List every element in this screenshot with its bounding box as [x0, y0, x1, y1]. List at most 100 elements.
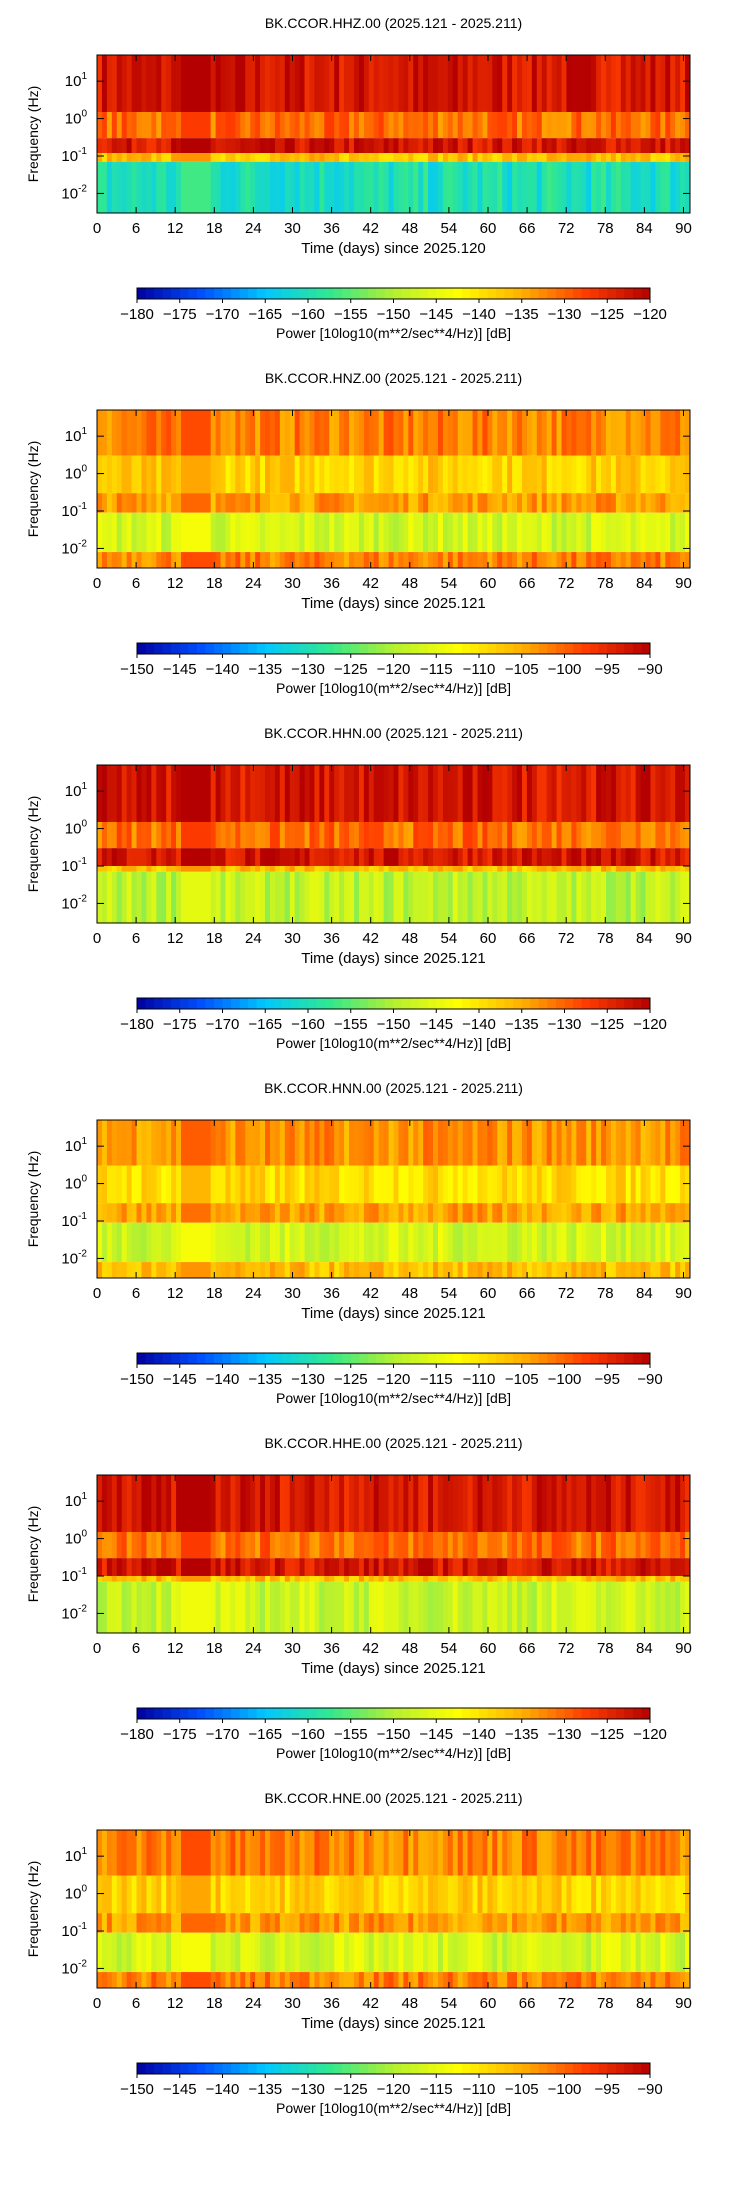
heatmap-cell	[393, 153, 399, 162]
heatmap-cell	[156, 1913, 162, 1933]
heatmap-cell	[274, 1558, 281, 1577]
heatmap-cell	[185, 866, 192, 872]
heatmap-cell	[442, 1475, 449, 1532]
heatmap-cell	[358, 512, 365, 553]
heatmap-cell	[329, 161, 335, 213]
heatmap-cell	[388, 1262, 394, 1278]
heatmap-cell	[655, 1576, 661, 1582]
heatmap-cell	[418, 1222, 424, 1263]
heatmap-cell	[497, 455, 503, 494]
y-tick-label: 100	[65, 109, 88, 128]
heatmap-cell	[576, 161, 582, 213]
heatmap-cell	[472, 1222, 478, 1263]
heatmap-cell	[265, 1830, 271, 1876]
heatmap-cell	[423, 1932, 429, 1973]
heatmap-cell	[195, 1203, 202, 1223]
heatmap-cell	[610, 1203, 617, 1223]
heatmap-cell	[324, 1875, 330, 1914]
colorbar-segment	[290, 2063, 300, 2074]
heatmap-cell	[467, 1581, 473, 1633]
colorbar-tick-label: −150	[377, 306, 411, 323]
heatmap-cell	[329, 1120, 335, 1166]
heatmap-cell	[428, 1581, 434, 1633]
heatmap-cell	[571, 1576, 577, 1582]
heatmap-cell	[408, 871, 414, 923]
heatmap-cell	[423, 493, 429, 513]
heatmap-cell	[393, 1932, 399, 1973]
heatmap-cell	[215, 55, 221, 112]
heatmap-cell	[685, 512, 691, 553]
heatmap-cell	[531, 1913, 538, 1933]
heatmap-cell	[220, 1475, 226, 1532]
heatmap-cell	[665, 871, 671, 923]
heatmap-cell	[265, 512, 271, 553]
heatmap-cell	[497, 1972, 503, 1988]
heatmap-cell	[141, 1120, 147, 1166]
heatmap-cell	[324, 55, 330, 112]
heatmap-cell	[571, 1875, 577, 1914]
heatmap-cell	[556, 455, 562, 494]
heatmap-cell	[304, 1581, 310, 1633]
heatmap-cell	[556, 138, 562, 154]
colorbar-segment	[171, 998, 181, 1009]
heatmap-cell	[546, 1558, 553, 1577]
heatmap-cell	[393, 493, 399, 513]
heatmap-cell	[403, 871, 409, 923]
heatmap-cell	[101, 871, 108, 923]
heatmap-cell	[97, 493, 103, 513]
heatmap-cell	[596, 866, 602, 872]
heatmap-cell	[610, 1875, 617, 1914]
heatmap-cell	[581, 410, 587, 456]
heatmap-cell	[437, 512, 444, 553]
heatmap-cell	[512, 1262, 518, 1278]
heatmap-cell	[339, 1165, 345, 1204]
heatmap-cell	[398, 552, 404, 568]
heatmap-cell	[230, 111, 236, 139]
heatmap-cell	[116, 1932, 123, 1973]
heatmap-cell	[403, 552, 409, 568]
heatmap-cell	[665, 1531, 671, 1559]
heatmap-cell	[349, 161, 355, 213]
heatmap-cell	[526, 1913, 533, 1933]
heatmap-cell	[97, 848, 103, 867]
heatmap-cell	[398, 410, 404, 456]
heatmap-cell	[556, 1875, 562, 1914]
heatmap-cell	[151, 1830, 157, 1876]
heatmap-cell	[423, 1972, 429, 1988]
heatmap-cell	[269, 866, 276, 872]
x-tick-label: 72	[558, 930, 575, 947]
colorbar-segment	[137, 1708, 147, 1719]
heatmap-cell	[546, 138, 553, 154]
heatmap-cell	[393, 1475, 399, 1532]
heatmap-cell	[319, 111, 325, 139]
colorbar-segment	[239, 288, 249, 299]
heatmap-cell	[541, 512, 548, 553]
heatmap-cell	[235, 111, 241, 139]
colorbar-segment	[145, 643, 155, 654]
heatmap-cell	[284, 153, 291, 162]
heatmap-cell	[250, 55, 256, 112]
colorbar-segment	[436, 1708, 446, 1719]
heatmap-cell	[591, 161, 597, 213]
heatmap-cell	[156, 1203, 162, 1223]
heatmap-cell	[200, 1913, 207, 1933]
colorbar-segment	[342, 2063, 352, 2074]
heatmap-cell	[274, 111, 281, 139]
heatmap-cell	[630, 1531, 637, 1559]
heatmap-cell	[126, 821, 132, 849]
heatmap-cell	[521, 1913, 528, 1933]
x-tick-label: 24	[245, 575, 262, 592]
heatmap-cell	[670, 410, 676, 456]
heatmap-cell	[586, 552, 592, 568]
heatmap-cell	[462, 55, 469, 112]
heatmap-cell	[596, 1581, 602, 1633]
heatmap-cell	[151, 138, 157, 154]
heatmap-cell	[329, 138, 335, 154]
heatmap-cell	[161, 512, 167, 553]
heatmap-cell	[685, 848, 691, 867]
heatmap-cell	[502, 1558, 508, 1577]
heatmap-cell	[171, 153, 177, 162]
heatmap-cell	[526, 111, 533, 139]
heatmap-cell	[531, 153, 538, 162]
